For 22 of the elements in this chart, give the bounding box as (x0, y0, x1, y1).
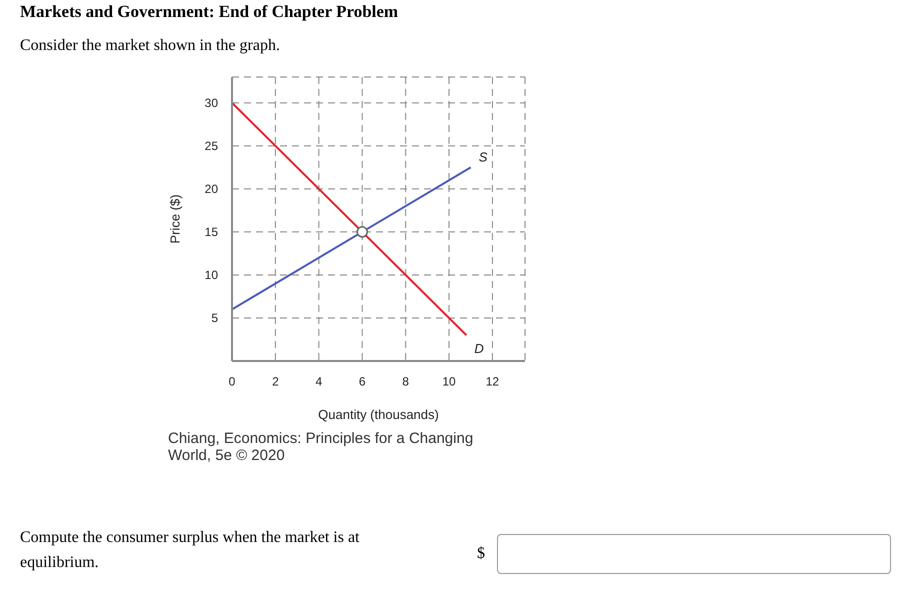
x-tick-label: 4 (315, 374, 322, 389)
x-tick-label: 8 (402, 374, 410, 389)
y-tick-label: 20 (204, 182, 218, 196)
y-tick-label: 25 (204, 139, 218, 154)
x-tick-label: 12 (486, 374, 500, 389)
text: $ (477, 545, 485, 563)
series-label: D (474, 341, 484, 356)
y-tick-label: 5 (211, 311, 218, 326)
x-tick-label: 6 (358, 374, 366, 389)
chart-subtitle: Consider the market shown in the graph. (20, 37, 280, 55)
x-axis-title: Quantity (thousands) (318, 407, 439, 422)
text: Chiang, Economics: Principles for a Changing World, 5e © 2020 (168, 430, 474, 464)
y-tick-label: 15 (204, 225, 218, 240)
y-tick-label: 10 (204, 268, 218, 282)
x-tick-label: 0 (228, 374, 236, 389)
series-label: S (478, 149, 488, 164)
text: Compute the consumer surplus when the market is at equilibrium. (20, 528, 360, 573)
x-tick-label: 10 (442, 374, 456, 389)
x-tick-label: 2 (272, 374, 280, 389)
y-tick-label: 30 (204, 96, 218, 110)
y-axis-title: Price ($) (168, 194, 183, 244)
chart-title: Markets and Government: End of Chapter Problem (20, 2, 398, 22)
